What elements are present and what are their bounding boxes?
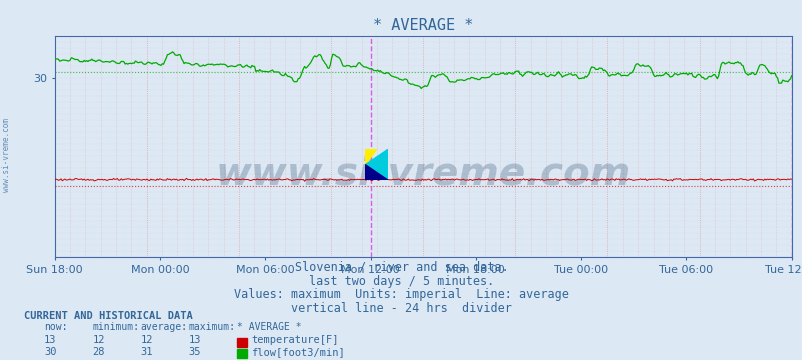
Text: Values: maximum  Units: imperial  Line: average: Values: maximum Units: imperial Line: av… [233, 288, 569, 301]
Text: now:: now: [44, 322, 67, 332]
Text: 12: 12 [140, 335, 153, 345]
Text: 12: 12 [92, 335, 105, 345]
Text: average:: average: [140, 322, 188, 332]
Text: www.si-vreme.com: www.si-vreme.com [2, 118, 11, 192]
Polygon shape [365, 165, 387, 180]
Text: 31: 31 [140, 347, 153, 357]
Text: flow[foot3/min]: flow[foot3/min] [251, 347, 345, 357]
Polygon shape [365, 149, 387, 180]
Text: * AVERAGE *: * AVERAGE * [237, 322, 301, 332]
Text: www.si-vreme.com: www.si-vreme.com [215, 154, 630, 192]
Text: last two days / 5 minutes.: last two days / 5 minutes. [309, 275, 493, 288]
Text: 13: 13 [44, 335, 57, 345]
Text: maximum:: maximum: [188, 322, 236, 332]
Text: 13: 13 [188, 335, 201, 345]
Text: 35: 35 [188, 347, 201, 357]
Title: * AVERAGE *: * AVERAGE * [372, 18, 473, 33]
Text: 28: 28 [92, 347, 105, 357]
Text: 30: 30 [44, 347, 57, 357]
Text: Slovenia / river and sea data.: Slovenia / river and sea data. [294, 261, 508, 274]
Polygon shape [365, 149, 376, 165]
Text: minimum:: minimum: [92, 322, 140, 332]
Text: temperature[F]: temperature[F] [251, 335, 338, 345]
Text: vertical line - 24 hrs  divider: vertical line - 24 hrs divider [290, 302, 512, 315]
Text: CURRENT AND HISTORICAL DATA: CURRENT AND HISTORICAL DATA [24, 311, 192, 321]
